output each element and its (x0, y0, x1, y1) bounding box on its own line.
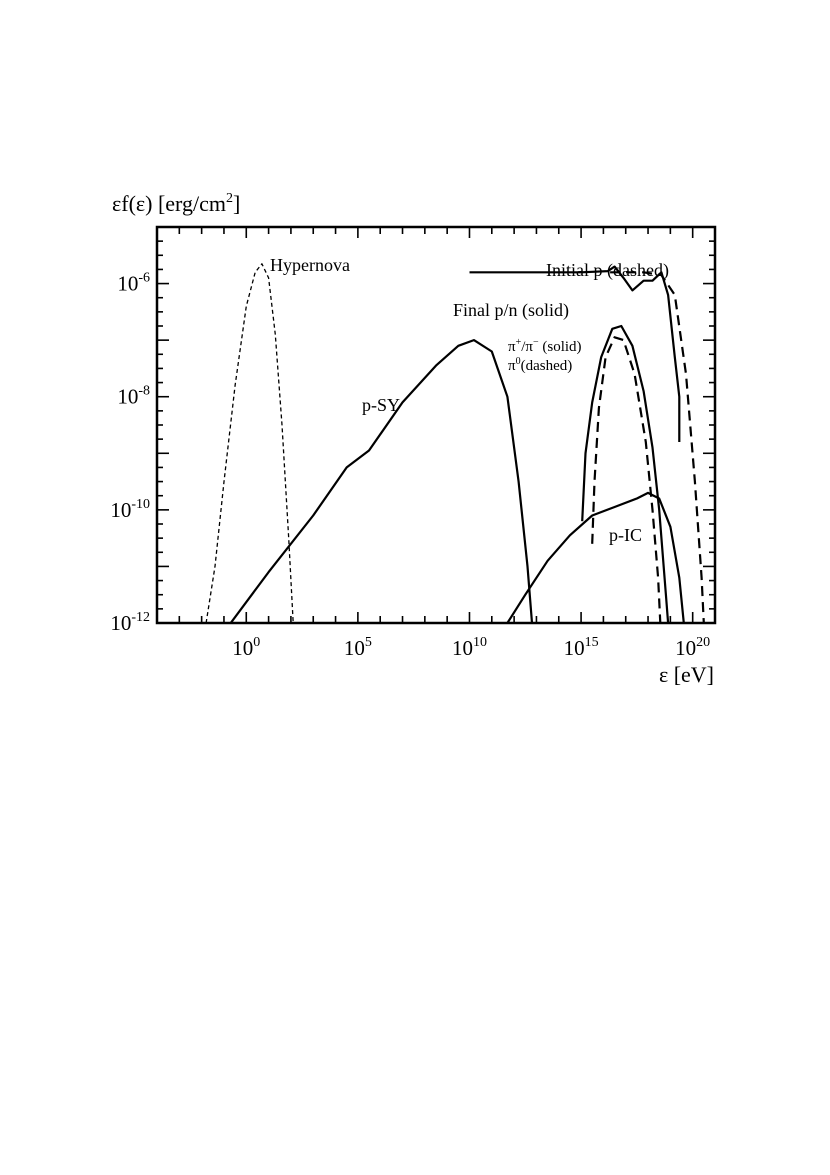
series-line-7 (591, 336, 662, 623)
series-line-2 (229, 339, 534, 623)
label-pion-neutral: π0(dashed) (508, 356, 572, 374)
label-initial-p: Initial p (dashed) (546, 260, 669, 281)
y-tick-labels: 10-6 10-8 10-10 10-12 (110, 271, 150, 635)
label-hypernova: Hypernova (270, 255, 350, 275)
y-axis-label: εf(ε) [erg/cm2] (112, 191, 240, 216)
label-p-sy: p-SY (362, 395, 400, 415)
x-tick-label: 1010 (452, 635, 487, 660)
label-pion-charged: π+/π− (solid) (508, 337, 582, 355)
x-axis-label: ε [eV] (659, 662, 714, 687)
series-line-6 (581, 324, 670, 623)
plot-area (155, 225, 717, 625)
label-final-pn: Final p/n (solid) (453, 300, 569, 321)
x-tick-label: 1020 (675, 635, 710, 660)
y-tick-label: 10-12 (110, 610, 150, 635)
label-p-ic: p-IC (609, 525, 642, 545)
series-line-1 (205, 263, 294, 623)
annotations: Hypernova p-SY Initial p (dashed) Final … (270, 255, 669, 545)
series-line-4 (469, 265, 681, 442)
series-line-5 (610, 271, 705, 623)
x-tick-label: 105 (344, 635, 372, 660)
x-tick-label: 1015 (564, 635, 599, 660)
y-tick-label: 10-8 (117, 384, 150, 409)
y-tick-label: 10-6 (117, 271, 150, 296)
x-tick-labels: 100 105 1010 1015 1020 (232, 635, 710, 660)
plot-frame (155, 225, 717, 625)
x-tick-label: 100 (232, 635, 260, 660)
tick-marks (156, 226, 716, 624)
series-line-3 (506, 491, 685, 623)
y-tick-label: 10-10 (110, 497, 150, 522)
series-layer (205, 263, 705, 623)
